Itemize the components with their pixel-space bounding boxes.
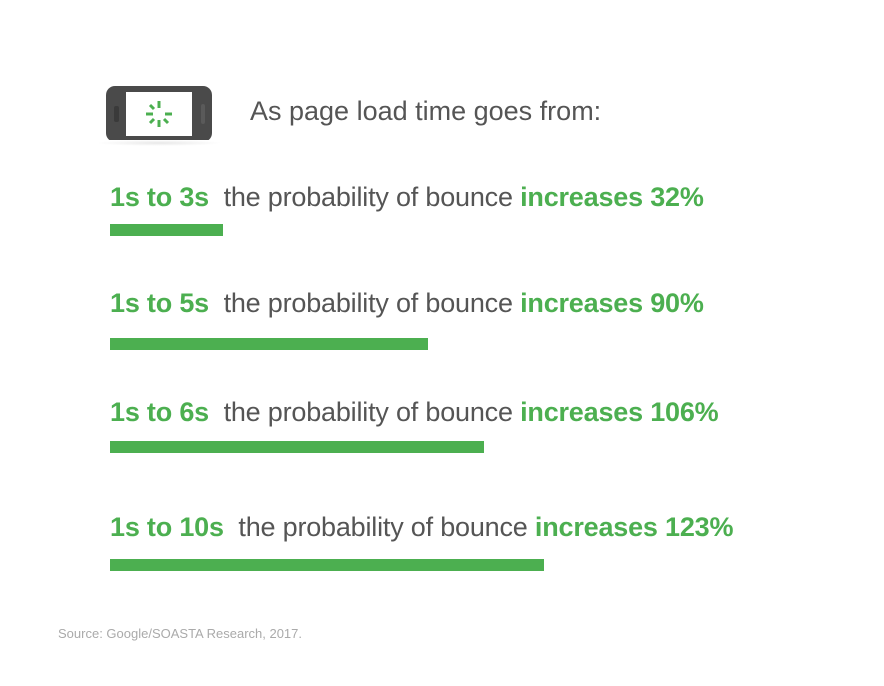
value-prefix: increases xyxy=(534,512,658,542)
bar-1s-to-6s xyxy=(110,441,485,453)
phone-shadow xyxy=(96,140,222,146)
row-label: 1s to 5s the probability of bounce incre… xyxy=(110,288,704,319)
bar-1s-to-10s xyxy=(110,559,545,571)
phone-loading-icon xyxy=(106,86,212,142)
value-prefix: increases xyxy=(520,397,643,427)
phone-screen xyxy=(126,92,192,136)
value-prefix: increases xyxy=(520,288,643,318)
bar-1s-to-3s xyxy=(110,224,223,236)
value-label: 123% xyxy=(665,512,734,542)
source-note: Source: Google/SOASTA Research, 2017. xyxy=(58,626,303,641)
row-label: 1s to 3s the probability of bounce incre… xyxy=(110,182,704,213)
category-label: 1s to 3s xyxy=(110,182,209,212)
row-middle-text: the probability of bounce xyxy=(238,512,528,542)
category-label: 1s to 6s xyxy=(110,397,209,427)
row-label: 1s to 6s the probability of bounce incre… xyxy=(110,397,719,428)
value-label: 106% xyxy=(650,397,719,427)
row-label: 1s to 10s the probability of bounce incr… xyxy=(110,512,734,543)
bar-1s-to-5s xyxy=(110,338,428,350)
loading-spinner-icon xyxy=(146,101,172,127)
category-label: 1s to 5s xyxy=(110,288,209,318)
header-title: As page load time goes from: xyxy=(250,96,602,126)
phone-button xyxy=(114,106,119,122)
phone-speaker xyxy=(201,104,205,124)
value-label: 90% xyxy=(650,288,704,318)
row-middle-text: the probability of bounce xyxy=(223,182,513,212)
value-label: 32% xyxy=(650,182,704,212)
category-label: 1s to 10s xyxy=(110,512,224,542)
value-prefix: increases xyxy=(520,182,643,212)
row-middle-text: the probability of bounce xyxy=(223,288,513,318)
row-middle-text: the probability of bounce xyxy=(223,397,513,427)
